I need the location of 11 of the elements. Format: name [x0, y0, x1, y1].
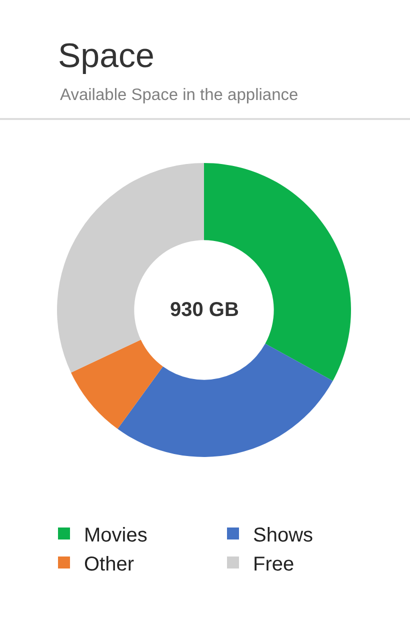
- legend-label: Shows: [253, 524, 314, 546]
- donut-slice: [204, 163, 351, 381]
- chart-subtitle: Available Space in the appliance: [60, 86, 298, 104]
- donut-slice: [70, 340, 163, 429]
- text: 930 GB: [170, 299, 239, 321]
- legend-label: Free: [253, 553, 294, 576]
- donut-slice: [118, 344, 333, 457]
- donut-slice: [57, 163, 204, 373]
- chart-title: Space: [58, 36, 154, 75]
- legend-label: Other: [84, 553, 134, 576]
- legend-label: Movies: [84, 524, 148, 546]
